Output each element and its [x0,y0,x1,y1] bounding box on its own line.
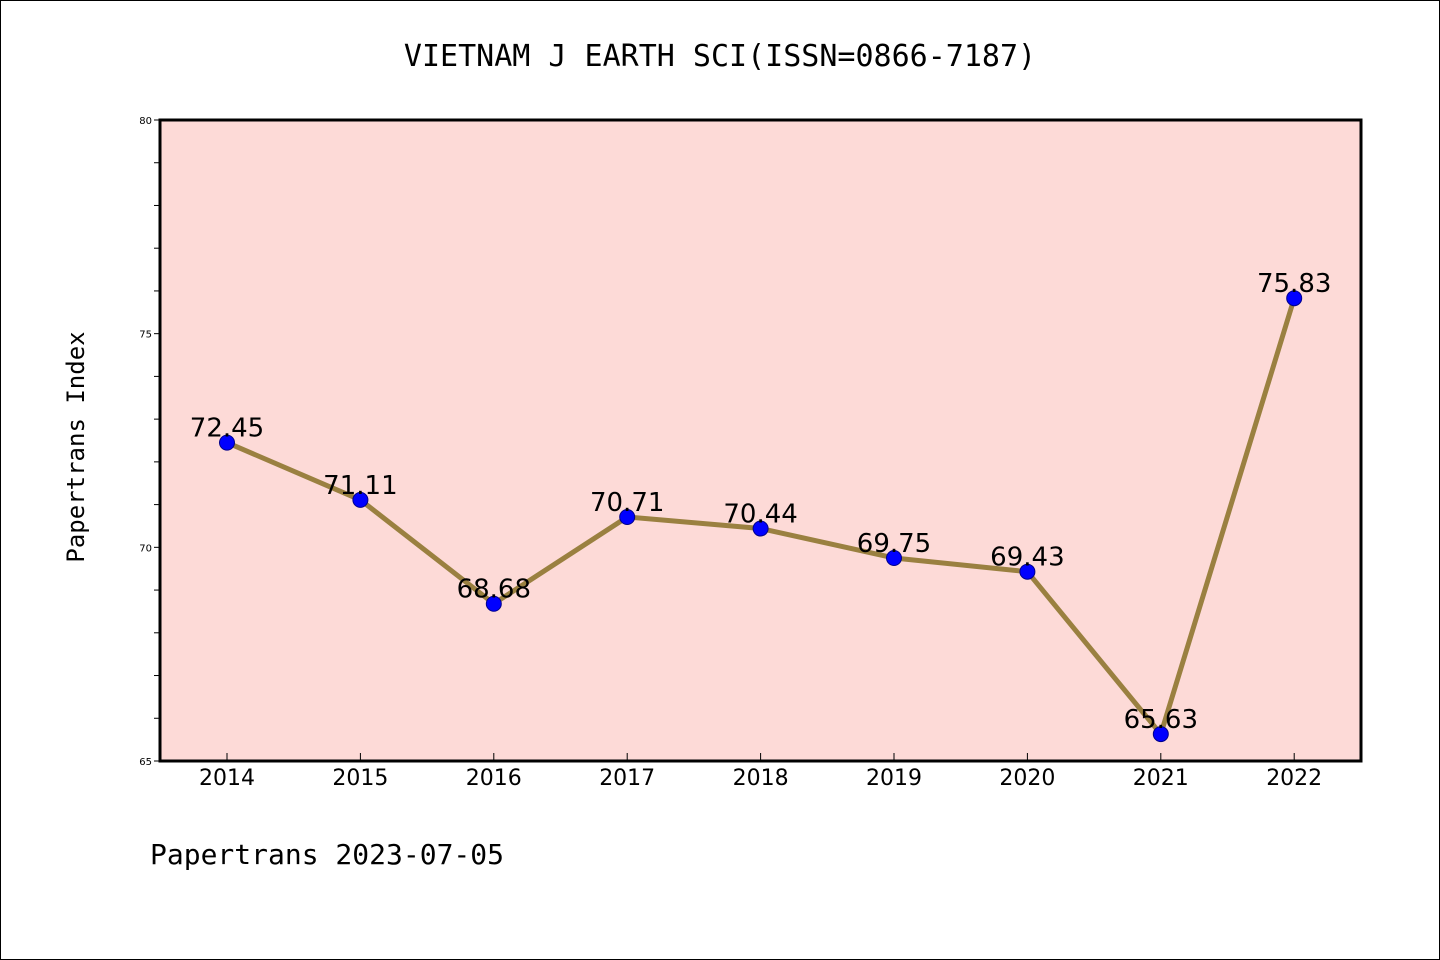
data-labels: 72.45 71.11 68.68 70.71 70.44 69.75 69.43 65.63… [190,269,1332,735]
y-tick-label: 65 [139,757,152,768]
data-point [219,434,235,451]
x-tick-label: 2016 [466,766,522,791]
data-label: 72.45 [190,414,264,444]
x-tick-label: 2017 [599,766,655,791]
plot-area [158,118,1363,763]
y-axis-label: Papertrans Index [62,331,90,562]
data-label: 75.83 [1257,269,1331,299]
data-point [886,550,902,567]
x-tick-label: 2015 [332,766,388,791]
x-tick-label: 2014 [199,766,255,791]
data-label: 69.75 [857,529,931,559]
data-label: 65.63 [1124,705,1198,735]
data-label: 71.11 [323,471,397,501]
data-label: 69.43 [990,543,1064,573]
footer-note: Papertrans 2023-07-05 [150,838,504,871]
y-tick-label: 80 [139,116,152,127]
x-axis: 2014 2015 2016 2017 2018 2019 2020 2021 2022 [199,753,1322,791]
data-point [1019,563,1036,580]
data-label: 68.68 [457,575,531,605]
data-point [352,491,369,508]
data-point [1152,726,1169,743]
y-tick-label: 75 [139,330,152,341]
data-point [619,508,636,525]
y-axis: 65 70 75 80 [139,116,160,768]
data-point [752,520,769,537]
x-tick-label: 2018 [733,766,789,791]
x-tick-label: 2021 [1133,766,1189,791]
chart-title: VIETNAM J EARTH SCI(ISSN=0866-7187) [404,39,1036,74]
data-point [485,595,502,612]
x-tick-label: 2022 [1266,766,1322,791]
x-tick-label: 2019 [866,766,922,791]
data-label: 70.44 [723,500,797,530]
data-point [1286,290,1303,307]
data-label: 70.71 [590,488,664,518]
y-tick-label: 70 [139,543,152,554]
x-tick-label: 2020 [999,766,1055,791]
series-markers [219,290,1303,743]
